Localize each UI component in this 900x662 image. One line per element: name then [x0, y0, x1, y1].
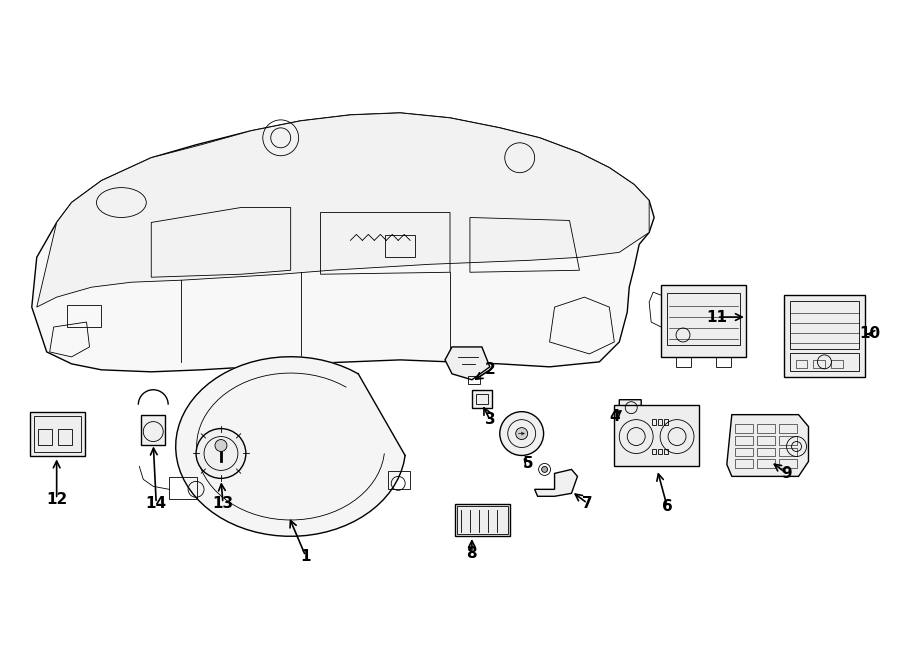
Bar [664, 448, 668, 455]
Text: 5: 5 [522, 456, 533, 471]
Text: 14: 14 [146, 496, 166, 511]
Bar [757, 448, 775, 457]
Bar [67, 305, 102, 327]
Bar [757, 436, 775, 444]
Text: 11: 11 [706, 310, 727, 324]
Circle shape [500, 412, 544, 455]
Bar [141, 414, 166, 444]
Text: 10: 10 [860, 326, 881, 342]
Bar [778, 424, 796, 432]
Bar [757, 424, 775, 432]
Bar [455, 504, 509, 536]
Bar [615, 404, 699, 467]
Bar [716, 357, 731, 367]
Bar [388, 471, 410, 489]
Bar [664, 418, 668, 424]
Bar [796, 360, 807, 368]
Polygon shape [176, 357, 405, 536]
Bar [757, 459, 775, 469]
Circle shape [516, 428, 527, 440]
Bar [457, 506, 508, 534]
Polygon shape [37, 113, 649, 307]
Bar [658, 448, 662, 455]
Text: 6: 6 [662, 498, 672, 514]
Bar [789, 353, 859, 371]
Bar [778, 448, 796, 457]
Text: 3: 3 [484, 412, 495, 427]
Bar [468, 376, 480, 384]
Polygon shape [727, 414, 808, 477]
Bar [734, 436, 752, 444]
Polygon shape [32, 113, 654, 372]
Text: 8: 8 [466, 545, 477, 561]
Polygon shape [619, 400, 641, 420]
Text: 1: 1 [301, 549, 310, 563]
Bar [38, 428, 51, 444]
Bar [662, 285, 746, 357]
Bar [472, 390, 491, 408]
Bar [814, 360, 825, 368]
Text: 7: 7 [582, 496, 593, 511]
Bar [784, 295, 865, 377]
Bar [58, 428, 72, 444]
Bar [658, 418, 662, 424]
Bar [476, 394, 488, 404]
Bar [778, 459, 796, 469]
Polygon shape [445, 347, 490, 380]
Circle shape [196, 428, 246, 479]
Circle shape [542, 467, 547, 473]
Text: 2: 2 [484, 362, 495, 377]
Text: 12: 12 [46, 492, 68, 507]
Circle shape [215, 440, 227, 451]
Text: 13: 13 [212, 496, 233, 511]
Bar [734, 459, 752, 469]
Bar [734, 424, 752, 432]
Bar [34, 416, 81, 453]
Polygon shape [535, 469, 578, 496]
Bar [676, 357, 691, 367]
Bar [169, 477, 197, 499]
Bar [385, 236, 415, 258]
Bar [789, 301, 859, 349]
Text: 9: 9 [781, 466, 792, 481]
Bar [30, 412, 85, 457]
Bar [778, 436, 796, 444]
Bar [832, 360, 843, 368]
Bar [652, 448, 656, 455]
Bar [652, 418, 656, 424]
Bar [667, 293, 740, 345]
Text: 4: 4 [609, 409, 619, 424]
Bar [734, 448, 752, 457]
